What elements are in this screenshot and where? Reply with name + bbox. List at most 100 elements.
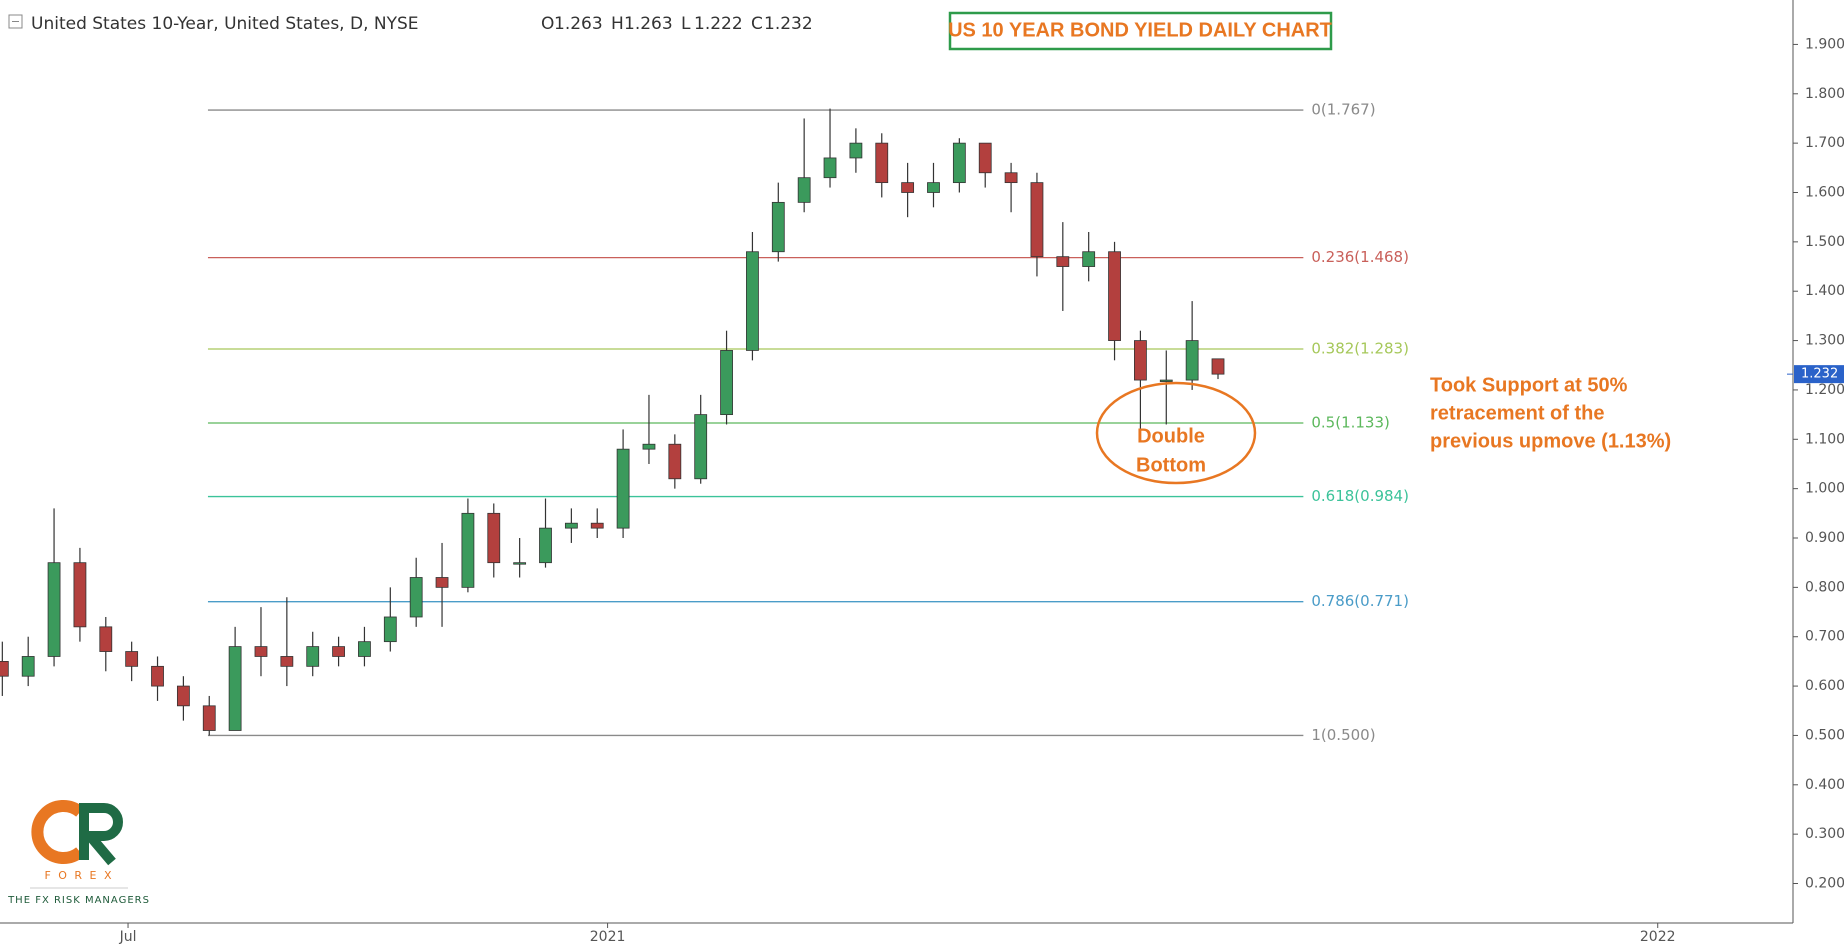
candle-body [1082, 251, 1096, 267]
fib-label: 0.382(1.283) [1311, 339, 1409, 357]
candle-body [176, 685, 190, 707]
candle-body [1134, 340, 1147, 381]
y-tick-label: 0.500 [1805, 727, 1844, 743]
candle-body [1056, 256, 1070, 267]
y-tick-label: 1.800 [1805, 86, 1844, 102]
x-tick-label: 2021 [590, 929, 626, 945]
chart-title: US 10 YEAR BOND YIELD DAILY CHART [948, 19, 1332, 41]
candle-body [616, 448, 630, 529]
y-tick-label: 0.700 [1805, 629, 1844, 645]
candle-body [642, 443, 656, 450]
fib-label: 0.786(0.771) [1311, 592, 1409, 610]
symbol: United States 10-Year, United States, D,… [31, 14, 419, 34]
support-note: previous upmove (1.13%) [1430, 430, 1671, 452]
candle-body [306, 646, 320, 667]
candle-body [0, 661, 9, 677]
candle-body [228, 646, 242, 731]
candle-body [849, 142, 863, 159]
candle-body [720, 350, 733, 416]
candle-body [901, 182, 915, 193]
support-note: retracement of the [1430, 402, 1605, 424]
candle-body [125, 651, 139, 667]
ohlc-value: 1.263 [554, 14, 603, 34]
y-tick-label: 0.200 [1805, 876, 1844, 892]
candle-body [409, 577, 423, 618]
y-tick-label: 1.400 [1805, 283, 1844, 299]
candle-body [771, 201, 785, 253]
y-tick-label: 1.100 [1805, 431, 1844, 447]
ohlc-letter: O [541, 14, 554, 34]
candle-body [875, 142, 889, 184]
candle-body [202, 705, 216, 731]
support-note: Took Support at 50% [1430, 374, 1628, 396]
candle-body [1185, 340, 1199, 381]
candle-body [823, 157, 837, 179]
y-tick-label: 0.300 [1805, 826, 1844, 842]
fib-label: 0(1.767) [1311, 101, 1375, 119]
title-box [948, 11, 1333, 51]
logo-word: F O R E X [44, 869, 113, 882]
double-bottom-text: Bottom [1136, 454, 1206, 476]
candle-body [461, 512, 475, 588]
candle-body [590, 522, 604, 529]
candle-body [332, 646, 345, 657]
double-bottom-ring [1095, 381, 1257, 485]
ohlc-value: 1.263 [624, 14, 673, 34]
logo-c [31, 800, 84, 864]
y-tick-label: 1.300 [1805, 333, 1844, 349]
candle-body [513, 562, 527, 565]
last-price-tag [1794, 365, 1844, 384]
candle-body [21, 656, 35, 677]
candle-body [952, 142, 966, 184]
candle-body [539, 527, 552, 564]
candle-body [1030, 182, 1044, 258]
last-price-label: 1.232 [1801, 367, 1838, 382]
fib-label: 0.618(0.984) [1311, 487, 1409, 505]
ohlc-letter: L [681, 14, 691, 34]
ohlc-value: 1.222 [694, 14, 743, 34]
y-tick-label: 0.600 [1805, 678, 1844, 694]
candle-body [564, 522, 578, 529]
candle-body [99, 626, 113, 652]
y-tick-label: 1.600 [1805, 184, 1844, 200]
y-tick-label: 1.700 [1805, 135, 1844, 151]
candle-body [694, 414, 708, 480]
candle-body [797, 177, 811, 203]
y-tick-label: 1.500 [1805, 234, 1844, 250]
y-tick-label: 1.900 [1805, 36, 1844, 52]
ohlc-letter: H [611, 14, 624, 34]
candle-body [746, 251, 759, 351]
logo: F O R E X THE FX RISK MANAGERS [7, 800, 150, 906]
logo-r [79, 803, 123, 866]
fib-label: 0.236(1.468) [1311, 248, 1409, 266]
candle-body [280, 656, 294, 667]
candle-body [151, 665, 164, 687]
candle-body [1004, 172, 1018, 184]
candle-body [1108, 251, 1121, 341]
ohlc-letter: C [751, 14, 763, 34]
logo-tagline: THE FX RISK MANAGERS [7, 895, 150, 906]
y-tick-label: 0.900 [1805, 530, 1844, 546]
x-tick-label: Jul [119, 929, 137, 945]
collapse-icon[interactable] [8, 14, 23, 29]
candle-body [668, 443, 682, 480]
candle-body [1159, 379, 1173, 382]
candle-body [47, 562, 61, 657]
ohlc-values: O 1.263 H 1.263 L 1.222 C 1.232 [541, 14, 813, 34]
candle-body [73, 562, 87, 628]
candle-body [487, 512, 501, 564]
candle-body [1211, 358, 1225, 375]
y-tick-label: 0.400 [1805, 777, 1844, 793]
candle-body [383, 616, 397, 643]
fib-label: 1(0.500) [1311, 726, 1375, 744]
candle-body [978, 142, 992, 174]
candle-body [254, 646, 268, 657]
y-tick-label: 1.000 [1805, 481, 1844, 497]
candle-body [358, 641, 371, 657]
y-tick-label: 0.800 [1805, 579, 1844, 595]
y-tick-label: 1.200 [1805, 382, 1844, 398]
double-bottom-text: Double [1137, 425, 1205, 447]
